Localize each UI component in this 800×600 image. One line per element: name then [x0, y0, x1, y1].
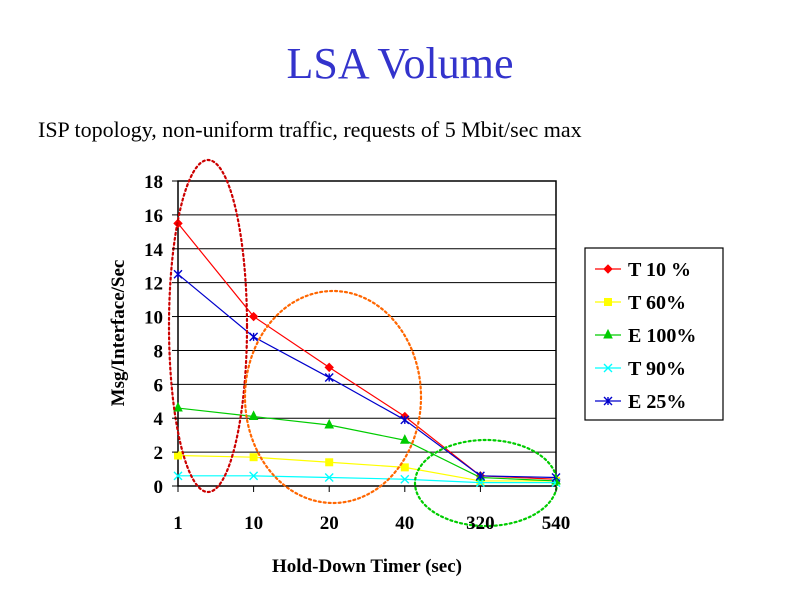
data-point — [248, 311, 259, 322]
gridlines — [178, 214, 556, 453]
y-tick-label: 4 — [154, 409, 164, 430]
y-tick-label: 12 — [144, 274, 163, 295]
data-point — [603, 363, 613, 373]
highlight-ellipse — [167, 158, 249, 494]
slide-title: LSA Volume — [286, 39, 514, 88]
series-t-90 — [173, 471, 561, 488]
x-axis-title: Hold-Down Timer (sec) — [272, 556, 462, 577]
data-point — [603, 328, 613, 339]
y-tick-label: 14 — [144, 240, 164, 261]
data-point — [324, 418, 335, 429]
data-point — [173, 471, 183, 481]
y-tick-label: 6 — [154, 375, 164, 396]
data-point — [400, 463, 409, 472]
data-point — [324, 362, 334, 373]
legend-label: T 10 % — [628, 259, 691, 281]
series-line — [178, 475, 556, 484]
highlight-ellipse — [243, 289, 423, 505]
legend-label: E 25% — [628, 391, 686, 413]
series-line — [177, 273, 557, 479]
data-point — [173, 269, 183, 279]
y-axis-title: Msg/Interface/Sec — [108, 260, 129, 407]
data-point — [400, 415, 410, 425]
data-point — [603, 396, 613, 406]
x-tick-label: 540 — [542, 513, 571, 534]
x-tick-label: 20 — [320, 513, 339, 534]
legend-label: T 60% — [628, 292, 686, 314]
y-tick-label: 2 — [154, 443, 164, 464]
y-tick-label: 8 — [154, 341, 164, 362]
data-point — [604, 298, 612, 306]
legend-item: T 10 % — [595, 259, 691, 281]
plot-area — [177, 180, 557, 487]
data-point — [249, 453, 258, 462]
legend: T 10 % T 60% E 100% T 90% E 25% — [595, 259, 696, 413]
data-point — [248, 410, 259, 421]
y-tick-label: 10 — [144, 308, 163, 329]
legend-label: E 100% — [628, 325, 696, 347]
data-point — [249, 471, 259, 481]
data-point — [475, 471, 485, 481]
data-point — [174, 451, 182, 460]
data-point — [249, 332, 259, 342]
data-point — [324, 473, 334, 483]
x-tick-label: 320 — [466, 513, 495, 534]
slide-subtitle: ISP topology, non-uniform traffic, reque… — [38, 117, 582, 142]
legend-label: T 90% — [628, 358, 686, 380]
data-point — [603, 264, 613, 274]
data-point — [324, 373, 334, 383]
x-tick-label: 10 — [244, 513, 263, 534]
y-tick-label: 16 — [144, 206, 163, 227]
data-point — [400, 474, 410, 484]
y-tick-label: 0 — [154, 477, 164, 498]
x-tick-label: 1 — [173, 513, 183, 534]
data-point — [399, 434, 410, 444]
y-axis-ticks: 0 2 4 6 8 10 12 14 16 18 — [144, 172, 178, 498]
y-tick-label: 18 — [144, 172, 163, 193]
data-point — [325, 458, 334, 467]
data-point — [475, 478, 485, 488]
legend-item: E 100% — [595, 325, 696, 347]
x-axis-ticks: 1 10 20 40 320 540 — [173, 486, 570, 534]
legend-item: T 60% — [595, 292, 686, 314]
highlight-ellipse — [413, 438, 559, 528]
legend-item: T 90% — [595, 358, 686, 380]
x-tick-label: 40 — [395, 513, 414, 534]
legend-item: E 25% — [595, 391, 686, 413]
data-point — [173, 401, 183, 412]
series-line — [177, 454, 556, 482]
highlight-ellipses — [167, 158, 559, 528]
